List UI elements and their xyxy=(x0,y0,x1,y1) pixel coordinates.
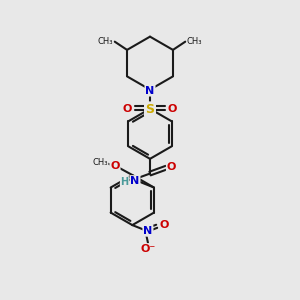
Text: O: O xyxy=(168,104,177,114)
Text: CH₃: CH₃ xyxy=(98,37,113,46)
Text: O: O xyxy=(167,162,176,172)
Text: N: N xyxy=(146,85,154,96)
Text: S: S xyxy=(146,103,154,116)
Text: N: N xyxy=(143,226,153,236)
Text: CH₃: CH₃ xyxy=(187,37,203,46)
Text: H: H xyxy=(120,177,128,187)
Text: O: O xyxy=(110,161,120,171)
Text: O: O xyxy=(159,220,169,230)
Text: N: N xyxy=(130,176,140,186)
Text: CH₃: CH₃ xyxy=(92,158,108,167)
Text: O⁻: O⁻ xyxy=(141,244,156,254)
Text: O: O xyxy=(123,104,132,114)
